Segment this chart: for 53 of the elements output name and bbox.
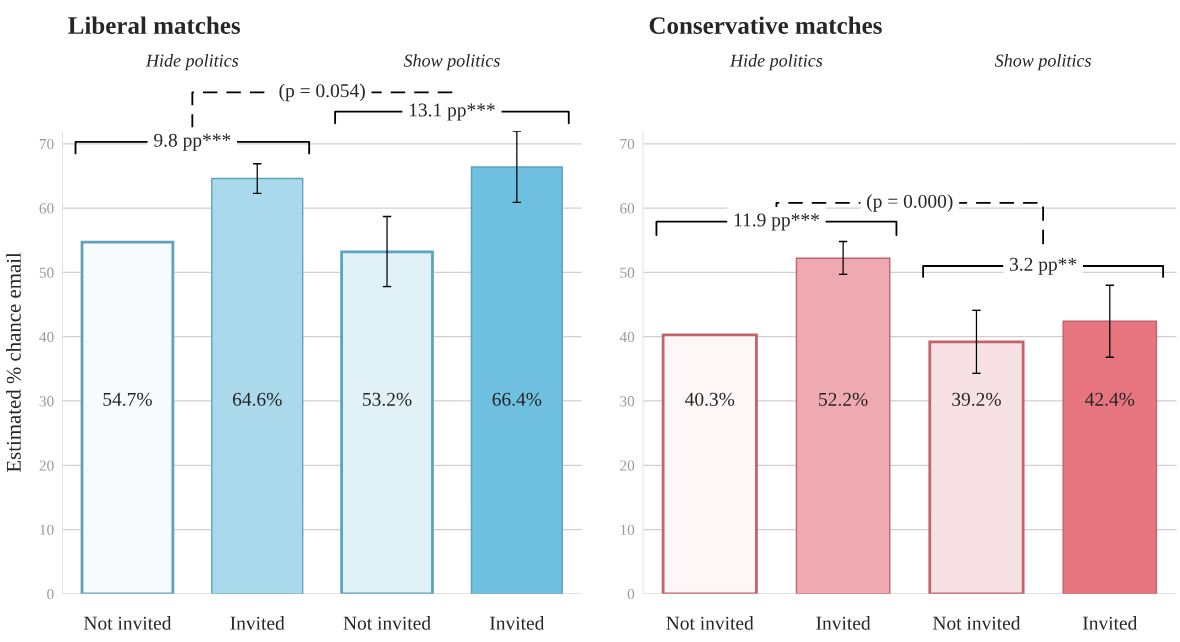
data-label: 39.2%	[952, 392, 1001, 406]
y-tick-label: 10	[620, 524, 635, 536]
bar	[661, 333, 758, 594]
y-axis-title: Estimated % chance email	[6, 252, 21, 473]
y-tick-label: 30	[620, 396, 635, 407]
x-tick-label: Invited	[230, 616, 285, 630]
x-tick-label: Not invited	[666, 616, 754, 630]
y-tick-label: 40	[39, 331, 54, 343]
text: 13.1 pp***	[409, 103, 495, 121]
y-tick-label: 10	[40, 524, 54, 536]
bar	[470, 166, 563, 594]
text: (p = 0.054)	[279, 83, 365, 102]
annotation: 11.9 pp***	[734, 213, 819, 231]
annotation: 3.2 pp**	[1010, 257, 1077, 275]
bar	[1062, 320, 1158, 594]
y-tick-label: 0	[47, 588, 54, 600]
x-tick-label: Not invited	[83, 616, 172, 630]
data-label: 64.6%	[232, 392, 282, 406]
y-tick-label: 60	[39, 203, 54, 214]
annotation: 9.8 pp***	[154, 133, 231, 151]
x-tick-label: Invited	[1082, 616, 1138, 630]
text: Show politics	[994, 53, 1091, 71]
data-label: 66.4%	[492, 392, 542, 406]
x-tick-label: Invited	[816, 616, 871, 630]
y-tick-label: 70	[620, 138, 635, 150]
data-label: 54.7%	[103, 392, 152, 406]
y-tick-label: 40	[619, 331, 635, 343]
chart-title: Liberal matches	[68, 16, 241, 34]
y-tick-label: 60	[620, 203, 635, 214]
data-label: 42.4%	[1085, 392, 1135, 406]
bar	[795, 257, 891, 594]
bar	[211, 177, 304, 594]
chart-title: Conservative matches	[649, 16, 882, 34]
annotation: (p = 0.000)	[867, 194, 953, 212]
y-tick-label: 30	[39, 396, 54, 407]
bar	[80, 240, 175, 594]
y-tick-label: 0	[627, 588, 635, 600]
bar	[340, 250, 434, 594]
text: Show politics	[403, 53, 500, 71]
text: Hide politics	[145, 53, 239, 71]
data-label: 40.3%	[685, 392, 735, 406]
x-tick-label: Not invited	[343, 616, 431, 630]
data-label: 52.2%	[819, 392, 868, 406]
y-tick-label: 50	[39, 267, 54, 278]
y-tick-label: 20	[620, 460, 635, 471]
x-tick-label: Invited	[490, 616, 545, 630]
data-label: 53.2%	[363, 392, 412, 406]
y-tick-label: 70	[39, 138, 54, 150]
y-tick-label: 50	[620, 267, 635, 278]
y-tick-label: 20	[39, 460, 54, 471]
x-tick-label: Not invited	[932, 616, 1021, 630]
text: Hide politics	[729, 53, 823, 71]
bar	[928, 340, 1025, 594]
